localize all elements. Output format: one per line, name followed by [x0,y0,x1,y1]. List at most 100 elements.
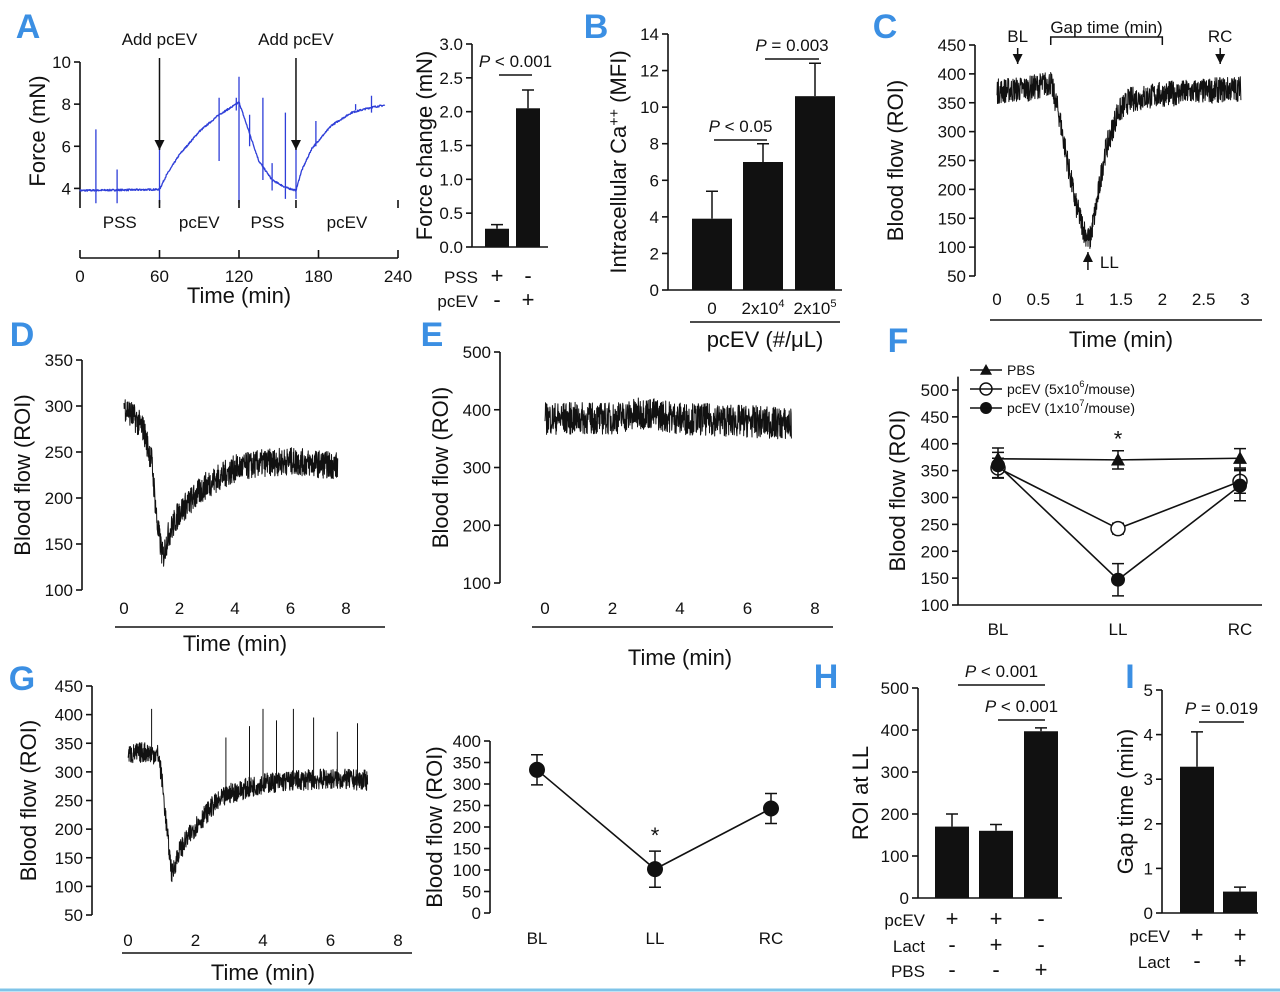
chart-c-3: 50 100 150 200 250 300 350 400 450 Blood flow (RO… [883,18,1262,352]
triangle-marker [1233,451,1247,464]
p-value-label: P < 0.001 [479,52,552,71]
y-tick-label: 0.5 [439,204,463,223]
y-axis-title: Blood flow (ROI) [422,746,447,907]
bar [743,162,783,290]
y-tick-label: 50 [947,267,966,286]
y-axis-title: Force change (mN) [412,51,437,241]
label-text: 2x10 [741,299,778,318]
error-bar [1234,886,1246,892]
y-tick-label: 350 [453,754,481,773]
condition-label: pcEV [437,292,478,311]
x-tick-label: 0 [75,267,84,286]
p-value: < 0.001 [996,697,1058,716]
y-tick-label: 5 [1144,681,1153,700]
y-tick-label: 2 [1144,815,1153,834]
x-tick-label: 1.5 [1109,290,1133,309]
label-text: Intracellular Ca [606,125,631,274]
y-tick-label: 200 [921,542,949,561]
x-axis-title: Time (min) [211,960,315,985]
y-tick-label: 200 [453,818,481,837]
p-symbol: P [709,117,721,136]
condition-sign: - [524,263,531,288]
condition-sign: - [1193,948,1200,973]
y-tick-label: 250 [453,797,481,816]
y-tick-label: 6 [62,137,71,156]
bar [1180,766,1214,913]
error-bar [522,89,534,109]
p-value: < 0.001 [976,662,1038,681]
y-tick-label: 450 [921,408,949,427]
legend-label: pcEV (5x106/mouse) [1007,379,1135,397]
filled-circle-marker [1233,478,1247,493]
p-value: < 0.001 [490,52,552,71]
y-tick-label: 150 [921,569,949,588]
x-tick-label: 3 [1240,290,1249,309]
y-tick-label: 150 [938,209,966,228]
x-axis-title: Time (min) [1069,327,1173,352]
y-tick-label: 3.0 [439,35,463,54]
y-tick-label: 3 [1144,770,1153,789]
y-tick-label: 300 [55,763,83,782]
label-text: 0 [707,299,716,318]
p-symbol: P [985,697,997,716]
y-tick-label: 12 [640,62,659,81]
condition-sign: + [1035,957,1048,982]
y-tick-label: 100 [938,238,966,257]
legend-label: PBS [1007,362,1035,378]
y-tick-label: 150 [453,840,481,859]
y-tick-label: 0 [650,281,659,300]
y-tick-label: 100 [463,574,491,593]
label-text: /mouse) [1084,381,1135,397]
x-tick-label: 120 [225,267,253,286]
x-tick-label: 8 [393,931,402,950]
y-tick-label: 500 [921,381,949,400]
y-tick-label: 350 [45,351,73,370]
ll-label: LL [1100,253,1119,272]
bl-label: BL [1007,27,1028,46]
p-value-label: P = 0.019 [1185,699,1258,718]
error-bar [706,190,718,219]
panel-letter-i: I [1125,658,1134,696]
x-category-label: LL [1109,620,1128,639]
series-line [997,467,1241,530]
y-tick-label: 300 [45,397,73,416]
condition-sign: - [493,287,500,312]
y-tick-label: 500 [881,679,909,698]
y-tick-label: 50 [462,883,481,902]
label-text: 2x10 [793,299,830,318]
x-axis-title: Time (min) [187,283,291,308]
condition-sign: - [948,957,955,982]
x-category-label: 2x105 [793,298,836,318]
chart-g-7: 50 100 150 200 250 300 350 400 450 Blood flow (RO… [16,677,412,985]
y-tick-label: 14 [640,25,659,44]
condition-label: PBS [891,962,925,981]
gap-time-bracket [1049,36,1164,45]
x-tick-label: 0.5 [1027,290,1051,309]
y-axis-title: Blood flow (ROI) [428,387,453,548]
condition-label: PSS [444,268,478,287]
y-tick-label: 0 [1144,904,1153,923]
y-tick-label: 450 [938,36,966,55]
condition-label: pcEV [1129,927,1170,946]
superscript: 7 [1079,398,1084,408]
y-axis-title: Blood flow (ROI) [883,80,908,241]
filled-circle-marker [529,761,545,778]
chart-f-6: 100 150 200 250 300 350 400 450 500 Blood flow (R… [885,362,1262,639]
y-tick-label: 400 [453,732,481,751]
error-bar [946,813,958,827]
filled-circle-marker [991,458,1005,473]
filled-circle-marker [647,861,663,878]
x-tick-label: 4 [675,599,684,618]
open-circle-marker [1110,520,1126,537]
x-category-label: BL [988,620,1009,639]
x-tick-label: 1 [1075,290,1084,309]
bar [1024,731,1058,898]
y-axis-title: Blood flow (ROI) [885,410,910,571]
x-tick-label: 0 [540,599,549,618]
rc-arrow-head [1215,54,1226,64]
y-tick-label: 100 [45,581,73,600]
p-symbol: P [755,36,767,55]
x-tick-label: 0 [992,290,1001,309]
